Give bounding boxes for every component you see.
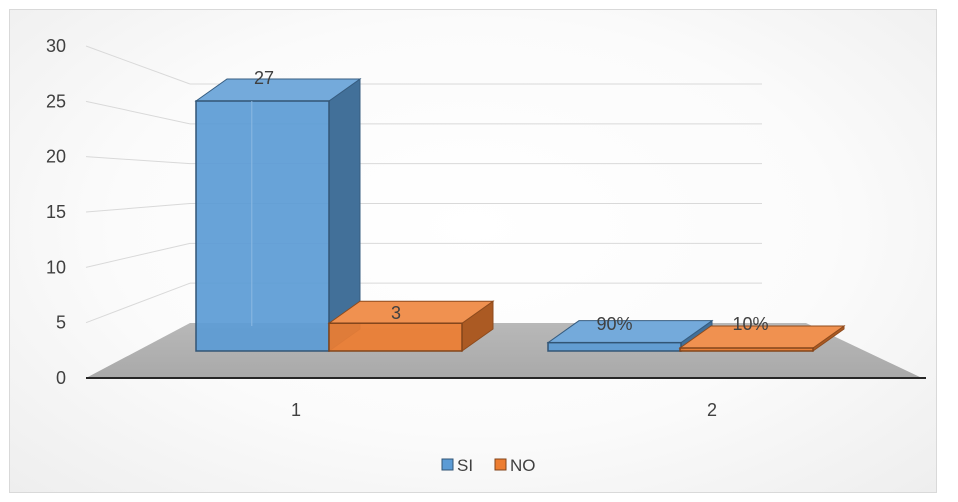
legend-label-si: SI: [457, 456, 473, 475]
gridline-side: [85, 282, 191, 324]
y-tick-label: 25: [46, 91, 66, 111]
data-label: 90%: [596, 314, 632, 334]
x-tick-label: 1: [291, 400, 301, 420]
bar-si-1: [194, 78, 362, 352]
gridline-side: [85, 45, 191, 85]
gridline-side: [85, 156, 191, 165]
bar-no-2: [678, 325, 846, 352]
bar-front: [328, 322, 463, 352]
bar-front: [195, 100, 330, 352]
legend-label-no: NO: [510, 456, 536, 475]
chart-area: [9, 9, 937, 493]
bar-front: [547, 341, 682, 352]
legend-swatch-no: [494, 458, 507, 471]
y-tick-label: 10: [46, 257, 66, 277]
data-label: 27: [254, 68, 274, 88]
bar-no-1: [327, 300, 495, 352]
y-tick-label: 15: [46, 202, 66, 222]
gridline-side: [85, 242, 191, 268]
gridline-side: [85, 100, 191, 125]
y-tick-label: 20: [46, 147, 66, 167]
data-label: 3: [391, 303, 401, 323]
y-tick-label: 30: [46, 36, 66, 56]
data-label: 10%: [732, 314, 768, 334]
y-tick-label: 5: [56, 313, 66, 333]
gridline-side: [85, 203, 191, 213]
bar-front: [679, 347, 814, 352]
legend-swatch-si: [441, 458, 454, 471]
x-tick-label: 2: [707, 400, 717, 420]
y-tick-label: 0: [56, 368, 66, 388]
